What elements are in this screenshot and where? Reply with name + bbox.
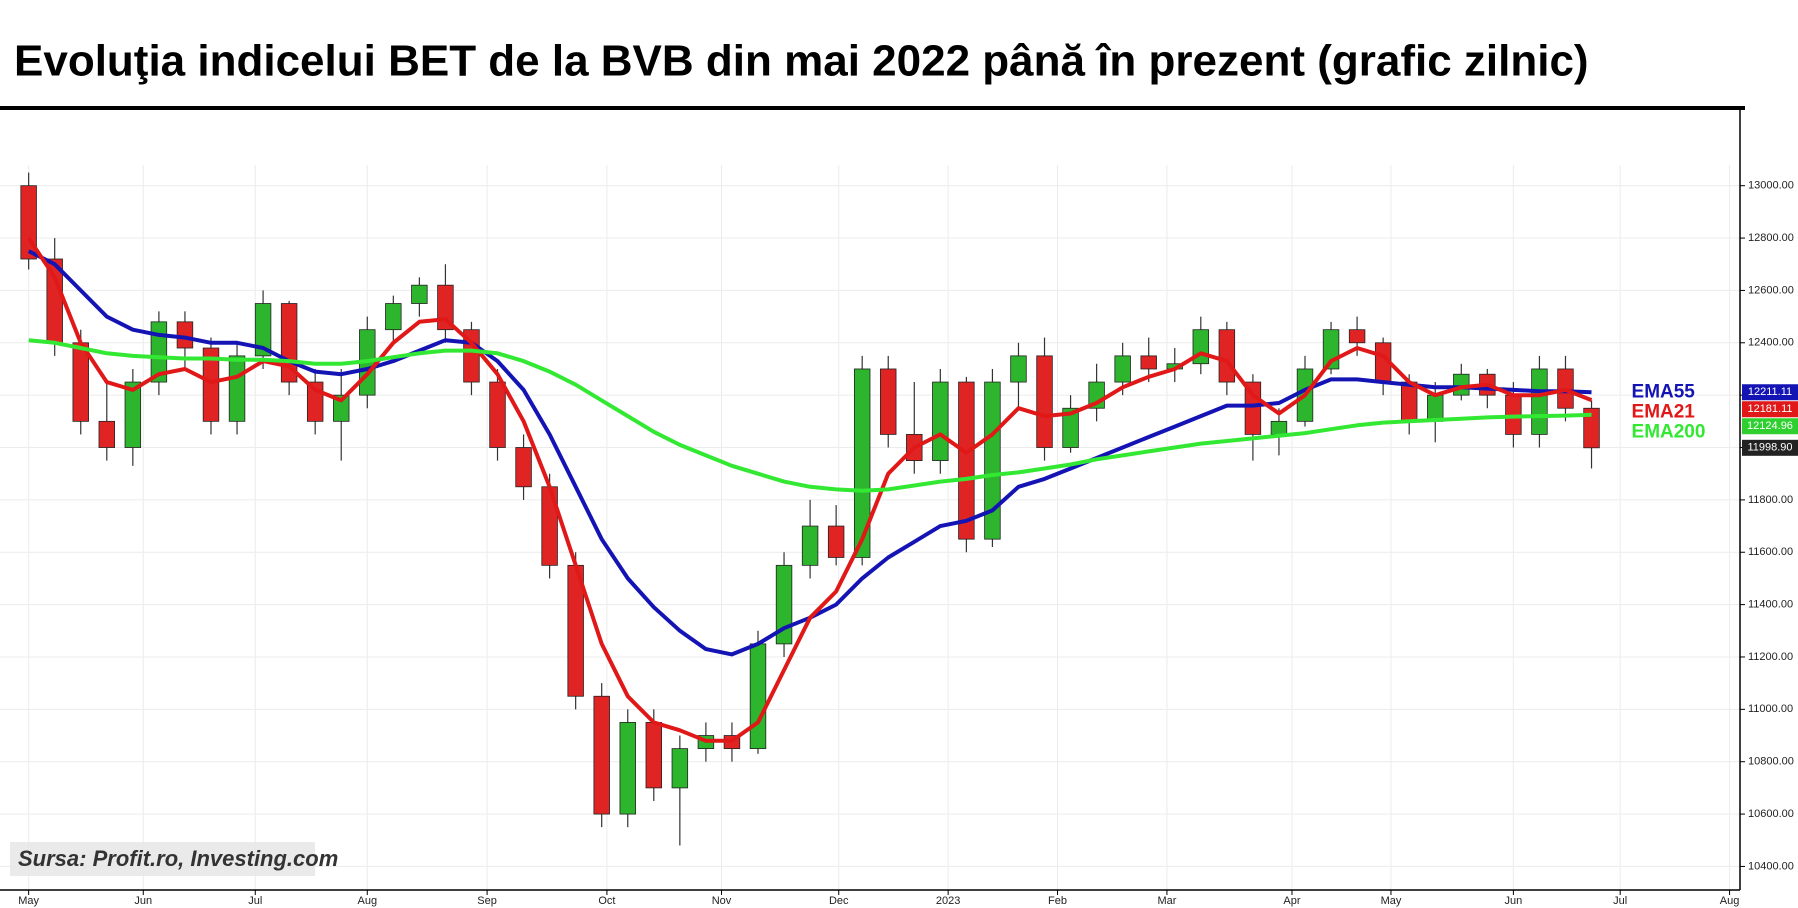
candle-body bbox=[1270, 420, 1288, 435]
candle-body bbox=[593, 695, 610, 815]
candle-body bbox=[385, 303, 402, 331]
value-tag bbox=[1742, 439, 1798, 456]
candle-body bbox=[958, 381, 975, 540]
x-tick-label: May bbox=[18, 895, 39, 907]
candle-body bbox=[827, 525, 845, 558]
candle-body bbox=[645, 722, 663, 789]
candle-body bbox=[1218, 329, 1236, 383]
candle-body bbox=[176, 321, 194, 349]
candle-body bbox=[1140, 355, 1157, 370]
candle-body bbox=[1244, 381, 1262, 435]
legend-label: EMA200 bbox=[1632, 421, 1706, 442]
x-tick-label: Dec bbox=[829, 895, 849, 907]
y-tick-label: 10400.00 bbox=[1748, 860, 1794, 872]
value-tag bbox=[1742, 384, 1798, 401]
value-tag bbox=[1742, 401, 1798, 418]
candle-body bbox=[984, 381, 1001, 540]
value-tag bbox=[1742, 418, 1798, 435]
candle-body bbox=[333, 394, 350, 422]
candle-body bbox=[1010, 355, 1027, 383]
source-box bbox=[10, 842, 315, 876]
x-tick-label: Feb bbox=[1048, 895, 1067, 907]
value-tag-label: 12124.96 bbox=[1747, 420, 1793, 432]
candle-body bbox=[1400, 381, 1418, 422]
chart-title: Evoluţia indicelui BET de la BVB din mai… bbox=[14, 37, 1589, 86]
y-tick-label: 11600.00 bbox=[1748, 546, 1793, 558]
candle-body bbox=[749, 643, 767, 750]
candle-body bbox=[1036, 355, 1053, 448]
x-tick-label: Jul bbox=[1613, 895, 1627, 907]
candle-body bbox=[932, 381, 949, 462]
x-tick-label: Jun bbox=[134, 895, 152, 907]
candle-body bbox=[775, 564, 793, 645]
y-tick-label: 11000.00 bbox=[1748, 703, 1793, 715]
candle-body bbox=[98, 420, 116, 448]
legend-label: EMA21 bbox=[1632, 401, 1696, 422]
x-tick-label: Jul bbox=[248, 895, 262, 907]
candle-body bbox=[880, 368, 897, 435]
y-tick-label: 11200.00 bbox=[1748, 651, 1793, 663]
y-tick-label: 13000.00 bbox=[1748, 180, 1794, 192]
y-tick-label: 11400.00 bbox=[1748, 599, 1793, 611]
y-tick-label: 10800.00 bbox=[1748, 756, 1794, 768]
candle-body bbox=[124, 381, 142, 448]
value-tag-label: 12211.11 bbox=[1748, 386, 1792, 398]
x-tick-label: Aug bbox=[1720, 895, 1740, 907]
ema-line bbox=[27, 236, 1593, 743]
source: Sursa: Profit.ro, Investing.com bbox=[18, 846, 338, 871]
y-tick-label: 12400.00 bbox=[1748, 337, 1794, 349]
candle-body bbox=[1427, 394, 1444, 422]
candle-body bbox=[853, 368, 871, 558]
candle-body bbox=[1348, 329, 1366, 344]
value-tag-label: 11998.90 bbox=[1747, 442, 1792, 454]
x-tick-label: Aug bbox=[357, 895, 377, 907]
candle-body bbox=[1583, 407, 1600, 449]
x-tick-label: May bbox=[1381, 895, 1402, 907]
y-tick-label: 11800.00 bbox=[1748, 494, 1793, 506]
candle-body bbox=[671, 748, 689, 789]
x-tick-label: Mar bbox=[1157, 895, 1176, 907]
x-tick-label: Oct bbox=[598, 895, 615, 907]
ema-line bbox=[28, 338, 1592, 493]
candle-body bbox=[801, 525, 819, 566]
candle-body bbox=[489, 381, 506, 448]
x-tick-label: Jun bbox=[1505, 895, 1523, 907]
candle-body bbox=[1062, 407, 1079, 448]
candle-body bbox=[202, 347, 220, 422]
y-tick-label: 10600.00 bbox=[1748, 808, 1794, 820]
candle-body bbox=[619, 722, 636, 815]
candle-body bbox=[1453, 373, 1470, 396]
candle-body bbox=[411, 284, 428, 304]
title-rule bbox=[0, 106, 1745, 110]
value-tag-label: 12181.11 bbox=[1747, 403, 1792, 415]
y-tick-label: 12800.00 bbox=[1748, 232, 1794, 244]
y-tick-label: 12600.00 bbox=[1748, 284, 1794, 296]
legend-label: EMA55 bbox=[1632, 381, 1696, 402]
candle-body bbox=[254, 303, 272, 357]
candle-body bbox=[1531, 368, 1548, 435]
x-tick-label: Sep bbox=[477, 895, 497, 907]
x-tick-label: Nov bbox=[712, 895, 732, 907]
axes: 10400.00 10600.00 10800.00 11000.00 11200.00… bbox=[18, 180, 1798, 907]
candle-body bbox=[515, 447, 532, 488]
x-tick-label: 2023 bbox=[936, 895, 960, 907]
candle-body bbox=[1114, 355, 1131, 383]
candle-body bbox=[228, 355, 246, 422]
x-tick-label: Apr bbox=[1283, 895, 1300, 907]
plot bbox=[20, 172, 1600, 846]
